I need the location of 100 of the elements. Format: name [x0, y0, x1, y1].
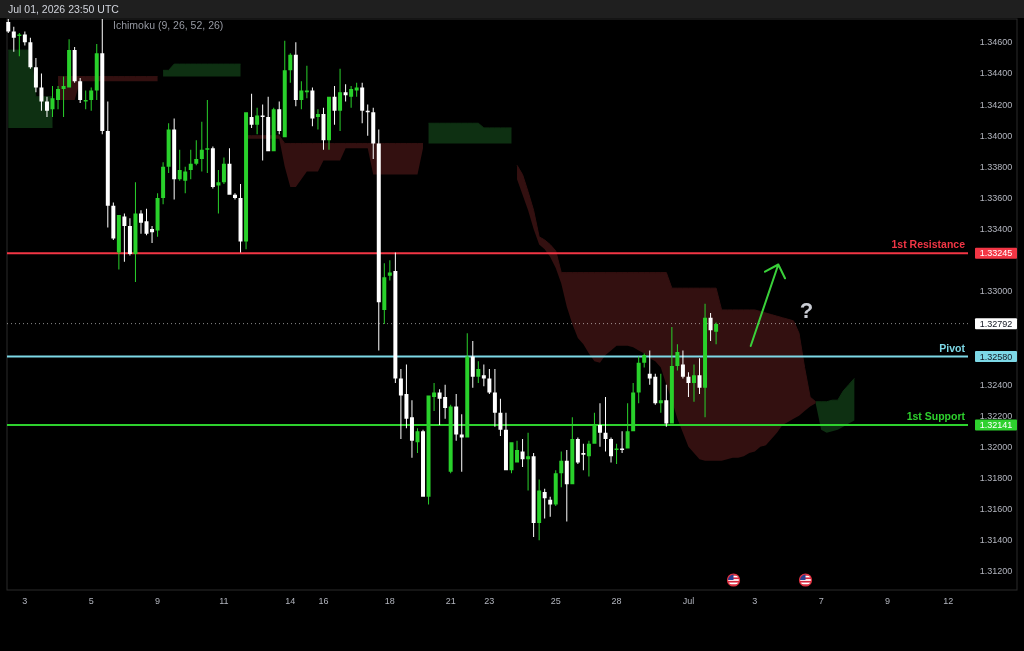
candlestick [642, 353, 647, 368]
candlestick [382, 263, 387, 324]
candlestick [260, 104, 265, 161]
candlestick [421, 429, 426, 497]
candlestick [531, 453, 536, 538]
annotation: ? [799, 298, 814, 323]
candlestick [293, 42, 298, 107]
x-tick-label: 9 [885, 596, 891, 606]
ref-line-label: 1st Resistance [891, 238, 966, 251]
x-tick-label: 12 [943, 596, 954, 606]
candlestick [138, 210, 143, 234]
x-tick-label: 11 [219, 596, 229, 606]
candlestick [586, 440, 591, 477]
candlestick [94, 43, 99, 100]
candlestick [387, 260, 392, 281]
candlestick [636, 356, 641, 404]
candlestick [620, 431, 625, 454]
y-tick-label: 1.34600 [979, 37, 1013, 48]
candlestick [597, 403, 602, 447]
candlestick [39, 73, 44, 111]
candlestick [708, 313, 713, 342]
candlestick [321, 107, 326, 150]
candlestick [255, 107, 260, 135]
y-tick-label: 1.32400 [979, 379, 1013, 390]
candlestick [271, 107, 276, 152]
candlestick [44, 96, 49, 118]
x-tick-label: 14 [285, 596, 296, 606]
candlestick [282, 40, 287, 138]
candlestick [172, 118, 177, 200]
candlestick [680, 350, 685, 379]
candlestick [542, 488, 547, 519]
candlestick [122, 213, 127, 262]
candlestick [691, 364, 696, 402]
y-tick-label: 1.33400 [979, 224, 1013, 235]
y-tick-label: 1.33600 [979, 192, 1013, 203]
text: 1.32580 [979, 351, 1013, 362]
candlestick [515, 440, 520, 463]
candlestick [299, 81, 304, 110]
candlestick [714, 322, 719, 345]
candlestick [327, 96, 331, 150]
candlestick [166, 123, 171, 174]
candlestick [520, 439, 525, 468]
x-tick-label: 7 [818, 596, 824, 606]
candlestick [78, 78, 83, 104]
x-tick-label: 25 [550, 596, 561, 606]
candlestick [343, 84, 348, 102]
candlestick [526, 432, 531, 491]
y-tick-label: 1.31200 [979, 566, 1013, 577]
candlestick [338, 68, 343, 132]
candlestick [161, 162, 166, 205]
x-tick-label: 16 [318, 596, 329, 606]
candlestick [133, 182, 138, 282]
annotation: Ichimoku (9, 26, 52, 26) [113, 19, 224, 31]
candlestick [371, 107, 376, 160]
candlestick [205, 99, 210, 174]
candlestick [315, 109, 320, 130]
candlestick [393, 252, 398, 384]
candlestick [603, 397, 608, 452]
candlestick [703, 303, 708, 418]
candlestick [6, 19, 11, 33]
y-tick-label: 1.33800 [979, 161, 1013, 172]
text: 1.32141 [979, 419, 1013, 430]
y-tick-label: 1.31400 [979, 535, 1013, 546]
candlestick [233, 193, 237, 200]
candlestick [304, 65, 309, 99]
candlestick [116, 215, 121, 270]
candlestick [111, 202, 116, 240]
candlestick [365, 104, 370, 136]
candlestick [675, 344, 680, 371]
candlestick [277, 101, 282, 135]
y-tick-label: 1.32200 [979, 410, 1013, 421]
x-tick-label: 5 [88, 596, 94, 606]
candlestick [454, 393, 459, 441]
candlestick [22, 31, 27, 46]
ref-line-label: 1st Support [906, 409, 966, 422]
x-tick-label: 28 [611, 596, 622, 606]
candlestick [310, 87, 315, 127]
candlestick [17, 33, 22, 57]
candlestick [658, 373, 663, 413]
candlestick [28, 37, 33, 69]
candlestick [537, 479, 542, 541]
x-tick-label: 3 [22, 596, 28, 606]
candlestick [11, 26, 16, 52]
candlestick [376, 129, 381, 351]
candlestick [332, 85, 337, 125]
candlestick [481, 364, 486, 387]
candlestick [503, 412, 508, 471]
candlestick [564, 449, 569, 522]
candlestick [288, 53, 293, 83]
candlestick [498, 398, 503, 436]
candlestick [415, 428, 420, 454]
x-tick-label: Jul [682, 596, 695, 606]
candlestick [83, 90, 88, 110]
candlestick [409, 400, 414, 458]
candlestick [470, 341, 475, 388]
x-tick-label: 3 [752, 596, 758, 606]
candlestick [188, 149, 193, 180]
candlestick [249, 93, 254, 128]
candlestick [697, 358, 702, 394]
x-tick-label: 9 [155, 596, 161, 606]
